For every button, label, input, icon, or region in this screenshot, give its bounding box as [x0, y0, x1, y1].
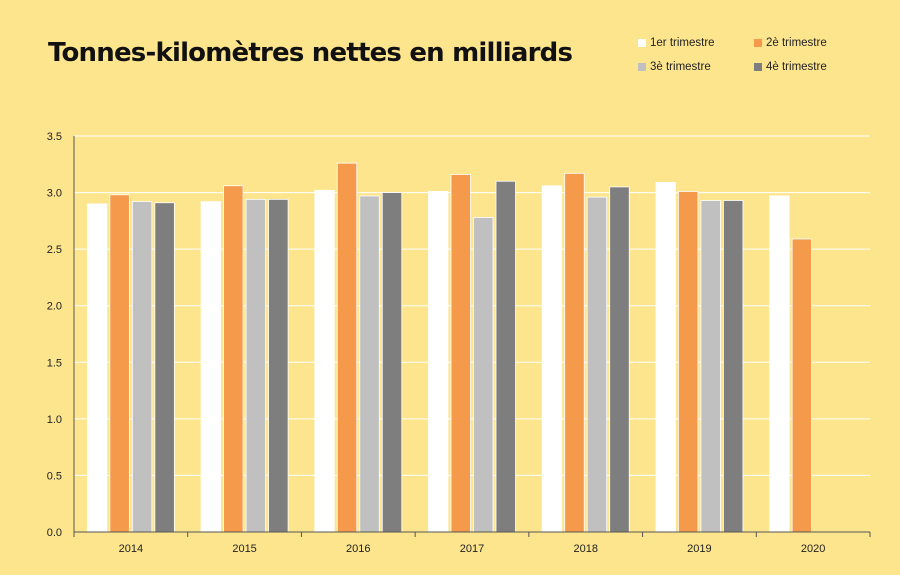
y-tick-label: 0.5	[47, 470, 62, 482]
legend-label-q4: 4è trimestre	[766, 61, 827, 73]
y-tick-label: 1.5	[47, 357, 62, 369]
legend-swatch-q1	[638, 39, 646, 47]
legend-swatch-q4	[754, 63, 762, 71]
legend-item-q4: 4è trimestre	[754, 61, 870, 73]
bar	[450, 174, 471, 533]
x-tick-label: 2019	[687, 543, 711, 555]
bar	[769, 195, 790, 533]
x-tick-label: 2015	[232, 543, 256, 555]
bar	[223, 185, 244, 533]
bar	[268, 198, 289, 533]
bar	[609, 186, 630, 533]
legend-item-q2: 2è trimestre	[754, 37, 870, 49]
chart-title: Tonnes-kilomètres nettes en milliards	[48, 38, 573, 68]
bar	[428, 191, 449, 533]
bar	[655, 181, 676, 533]
y-tick-label: 2.5	[47, 244, 62, 256]
bar	[336, 162, 358, 533]
y-tick-label: 3.0	[47, 188, 62, 200]
bar	[586, 196, 608, 533]
legend-swatch-q2	[754, 39, 762, 47]
bar	[154, 202, 175, 533]
bar	[131, 201, 153, 533]
bar	[314, 189, 335, 533]
bar	[700, 200, 721, 533]
bar	[495, 180, 516, 533]
bar	[381, 192, 403, 533]
y-tick-label: 3.5	[47, 131, 62, 143]
x-tick-label: 2017	[460, 543, 484, 555]
y-tick-label: 1.0	[47, 414, 62, 426]
legend: 1er trimestre 2è trimestre 3è trimestre …	[638, 37, 870, 73]
x-tick-label: 2020	[801, 543, 825, 555]
legend-label-q1: 1er trimestre	[650, 37, 715, 49]
bar	[359, 195, 380, 533]
x-tick-label: 2014	[119, 543, 143, 555]
bar	[791, 238, 813, 533]
bar	[200, 201, 221, 533]
legend-item-q3: 3è trimestre	[638, 61, 754, 73]
x-tick-label: 2018	[573, 543, 597, 555]
legend-label-q2: 2è trimestre	[766, 37, 827, 49]
bar	[678, 191, 699, 533]
bar	[723, 200, 744, 533]
bar	[473, 217, 494, 533]
bar	[109, 194, 130, 533]
bar	[541, 185, 563, 533]
bar	[245, 198, 266, 533]
bar	[86, 203, 108, 533]
legend-label-q3: 3è trimestre	[650, 61, 711, 73]
legend-swatch-q3	[638, 63, 646, 71]
bar	[564, 172, 585, 533]
legend-item-q1: 1er trimestre	[638, 37, 754, 49]
y-tick-label: 2.0	[47, 301, 62, 313]
x-tick-label: 2016	[346, 543, 370, 555]
y-tick-label: 0.0	[47, 527, 62, 539]
